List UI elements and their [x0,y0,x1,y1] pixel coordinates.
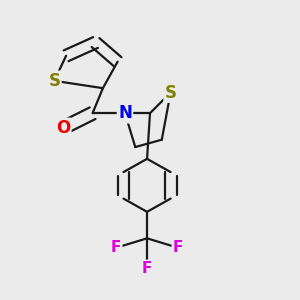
Text: F: F [173,240,183,255]
Text: S: S [48,72,60,90]
Text: F: F [142,261,152,276]
Text: O: O [56,119,70,137]
Text: N: N [118,104,132,122]
Text: F: F [111,240,121,255]
Text: S: S [165,84,177,102]
